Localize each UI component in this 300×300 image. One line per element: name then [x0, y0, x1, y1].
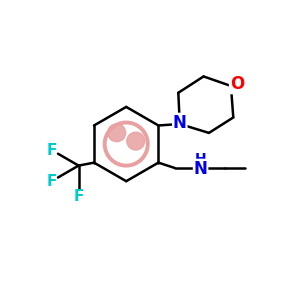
Text: F: F: [46, 142, 57, 158]
Text: O: O: [230, 76, 244, 94]
Text: N: N: [194, 160, 208, 178]
Text: F: F: [74, 189, 84, 204]
Circle shape: [108, 124, 126, 142]
Text: N: N: [173, 113, 187, 131]
Circle shape: [127, 132, 145, 150]
Text: H: H: [195, 152, 206, 166]
Text: F: F: [46, 174, 57, 189]
